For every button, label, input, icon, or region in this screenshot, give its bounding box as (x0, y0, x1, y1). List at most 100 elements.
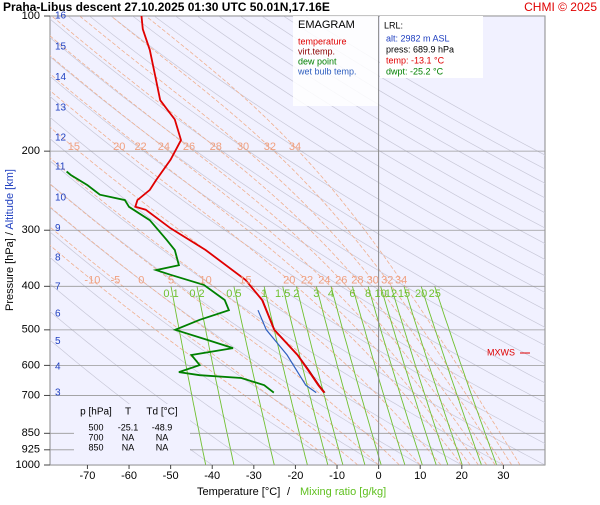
mixing-ratio-label: 4 (328, 288, 334, 300)
axis-separator: / (4, 231, 16, 235)
mixing-ratio-label: 1.5 (275, 288, 290, 300)
mxws-label: MXWS (487, 347, 515, 357)
moist-adiabat-label: 34 (289, 141, 301, 153)
mixing-ratio-label: 1 (261, 288, 267, 300)
table-cell: NA (122, 432, 135, 442)
moist-adiabat-label: -5 (110, 274, 120, 286)
altitude-label: 5 (55, 336, 61, 347)
x-tick-label: 0 (376, 470, 382, 482)
altitude-label: 6 (55, 309, 61, 320)
chart-title: Praha-Libus descent 27.10.2025 01:30 UTC… (3, 0, 330, 14)
legend-entry: temperature (298, 36, 347, 46)
moist-adiabat-label: 22 (301, 274, 313, 286)
moist-adiabat-label: 15 (239, 274, 251, 286)
x-tick-label: -10 (329, 470, 345, 482)
table-header: p [hPa] (80, 407, 112, 418)
x-tick-label: 30 (497, 470, 509, 482)
table-cell: -48.9 (152, 422, 173, 432)
altitude-label: 15 (55, 41, 67, 52)
altitude-label: 12 (55, 133, 67, 144)
mixing-ratio-label: 0.1 (163, 288, 178, 300)
y-tick-label: 300 (22, 224, 40, 236)
altitude-label: 7 (55, 281, 61, 292)
info-line: press: 689.9 hPa (386, 44, 454, 54)
moist-adiabat-label: 24 (158, 141, 170, 153)
mixing-ratio-label: 8 (365, 288, 371, 300)
y-tick-label: 200 (22, 145, 40, 157)
moist-adiabat-label: -10 (84, 274, 100, 286)
altitude-label: 11 (55, 162, 66, 173)
moist-adiabat-label: 26 (335, 274, 347, 286)
altitude-label: 13 (55, 102, 67, 113)
x-tick-label: 10 (414, 470, 426, 482)
info-line: dwpt: -25.2 °C (386, 66, 444, 76)
moist-adiabat-label: 24 (318, 274, 330, 286)
altitude-label: 3 (55, 388, 61, 399)
mixing-ratio-label: 3 (313, 288, 319, 300)
altitude-label: 10 (55, 192, 67, 203)
moist-adiabat-label: 28 (210, 141, 222, 153)
altitude-label: 9 (55, 223, 61, 234)
legend-entry: virt.temp. (298, 46, 335, 56)
moist-adiabat-label: 34 (395, 274, 407, 286)
table-cell: NA (156, 432, 169, 442)
table-cell: NA (122, 442, 135, 452)
mixing-ratio-label: 0.2 (189, 288, 204, 300)
y-tick-label: 500 (22, 324, 40, 336)
mixing-ratio-label: 12 (385, 288, 397, 300)
moist-adiabat-label: 10 (200, 274, 212, 286)
moist-adiabat-label: 22 (134, 141, 146, 153)
moist-adiabat-label: 15 (68, 141, 80, 153)
moist-adiabat-label: 26 (183, 141, 195, 153)
y-tick-label: 600 (22, 359, 40, 371)
mixing-ratio-label: 20 (415, 288, 427, 300)
table-header: T (125, 407, 131, 418)
altitude-label: 8 (55, 253, 61, 264)
altitude-label: 4 (55, 362, 61, 373)
mixing-ratio-label: 2 (293, 288, 299, 300)
legend-entry: wet bulb temp. (297, 66, 357, 76)
legend-title: EMAGRAM (298, 19, 355, 31)
table-cell: 700 (88, 432, 103, 442)
x-tick-label: -20 (287, 470, 303, 482)
x-tick-label: -50 (163, 470, 179, 482)
table-header: Td [°C] (146, 407, 177, 418)
info-line: LRL: (384, 20, 403, 30)
mixing-ratio-label: 6 (349, 288, 355, 300)
table-cell: NA (156, 442, 169, 452)
x-tick-label: -40 (204, 470, 220, 482)
moist-adiabat-label: 30 (237, 141, 249, 153)
y-tick-label: 400 (22, 280, 40, 292)
mixing-ratio-label: 25 (429, 288, 441, 300)
y-axis-label-2: Altitude [km] (4, 169, 16, 230)
copyright: CHMI © 2025 (524, 0, 597, 14)
moist-adiabat-label: 0 (138, 274, 144, 286)
moist-adiabat-label: 5 (168, 274, 174, 286)
x-tick-label: -30 (246, 470, 262, 482)
table-cell: -25.1 (118, 422, 139, 432)
moist-adiabat-label: 32 (381, 274, 393, 286)
table-cell: 500 (88, 422, 103, 432)
y-tick-label: 1000 (16, 459, 40, 471)
mixing-ratio-label: 15 (398, 288, 410, 300)
info-line: temp: -13.1 °C (386, 55, 445, 65)
y-tick-label: 925 (22, 444, 40, 456)
y-tick-label: 850 (22, 427, 40, 439)
x-axis-label: Temperature [°C] (197, 486, 280, 498)
y-axis-label: Pressure [hPa] (4, 238, 16, 311)
legend-entry: dew point (298, 56, 337, 66)
y-axis-label: Pressure [hPa] / Altitude [km] (4, 169, 16, 311)
altitude-label: 14 (55, 72, 67, 83)
x-tick-label: 20 (456, 470, 468, 482)
x-axis-label-2: Mixing ratio [g/kg] (300, 486, 386, 498)
x-tick-label: -60 (121, 470, 137, 482)
info-line: alt: 2982 m ASL (386, 33, 450, 43)
x-tick-label: -70 (79, 470, 95, 482)
moist-adiabat-label: 20 (113, 141, 125, 153)
moist-adiabat-label: 32 (264, 141, 276, 153)
moist-adiabat-label: 20 (283, 274, 295, 286)
moist-adiabat-label: 30 (367, 274, 379, 286)
moist-adiabat-label: 28 (351, 274, 363, 286)
table-cell: 850 (88, 442, 103, 452)
